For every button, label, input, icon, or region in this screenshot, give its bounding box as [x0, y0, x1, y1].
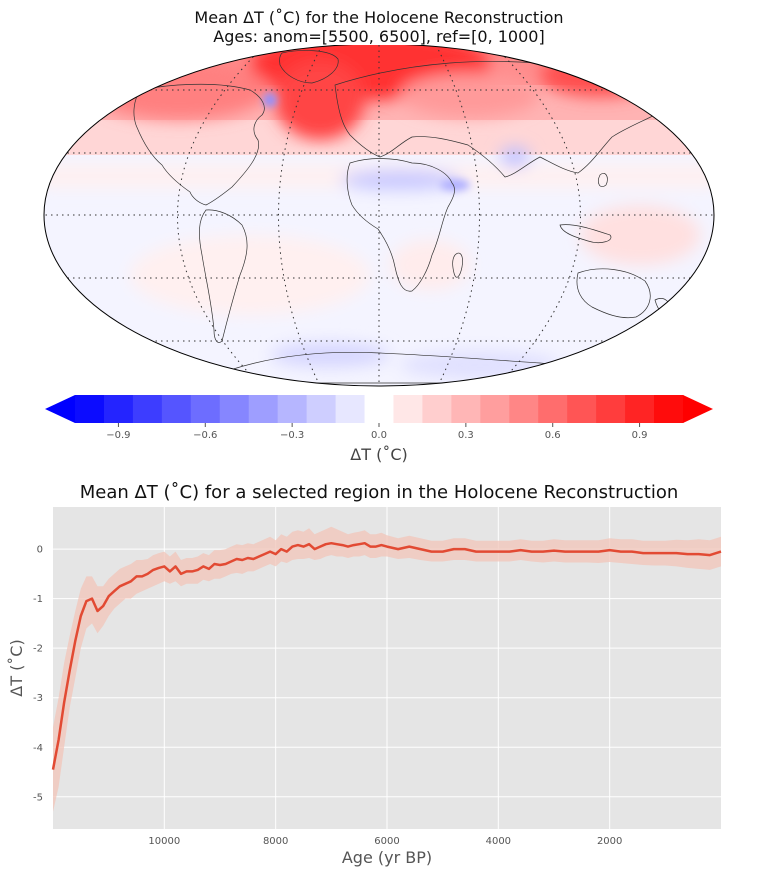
x-tick-label: 2000: [597, 836, 622, 847]
colorbar-tick-label: 0.0: [371, 430, 387, 441]
map-subtitle: Ages: anom=[5500, 6500], ref=[0, 1000]: [213, 27, 545, 46]
colorbar-bin: [132, 395, 163, 423]
colorbar-bins: [45, 395, 713, 423]
globe-outline: [43, 45, 715, 387]
colorbar-bin: [596, 395, 626, 423]
colorbar-bin: [393, 395, 423, 423]
colorbar-bin: [248, 395, 279, 423]
colorbar-bin: [190, 395, 221, 423]
colorbar-bin: [567, 395, 597, 423]
colorbar-bin: [422, 395, 452, 423]
colorbar-bin: [480, 395, 510, 423]
timeseries-chart: 10000 8000 6000 4000 2000 0 -1 -2 -3 -4 -5 Age (yr…: [7, 507, 722, 867]
uncertainty-band: [53, 526, 721, 812]
colorbar-label: ΔT (˚C): [350, 445, 408, 464]
series-line-mean: [51, 541, 722, 770]
map-field: [44, 45, 714, 386]
map-title: Mean ΔT (˚C) for the Holocene Reconstruc…: [194, 8, 564, 27]
x-tick-label: 10000: [148, 836, 180, 847]
colorbar-bin: [277, 395, 308, 423]
y-tick-label: -5: [33, 792, 43, 803]
colorbar-bin: [75, 395, 105, 423]
colorbar-bin: [509, 395, 539, 423]
colorbar-bin: [625, 395, 655, 423]
colorbar-bin: [103, 395, 134, 423]
y-axis-label: ΔT (˚C): [7, 639, 26, 696]
x-tick-label: 6000: [374, 836, 399, 847]
y-tick-label: -2: [33, 644, 43, 655]
colorbar-bin: [306, 395, 337, 423]
colorbar-extend-low: [45, 395, 75, 423]
colorbar-bin: [451, 395, 481, 423]
colorbar-extend-high: [683, 395, 713, 423]
colorbar: −0.9 −0.6 −0.3 0.0 0.3 0.6 0.9: [45, 395, 713, 441]
colorbar-bin: [364, 395, 394, 423]
colorbar-bin: [335, 395, 366, 423]
y-tick-label: -3: [33, 693, 43, 704]
y-tick-label: -1: [33, 594, 43, 605]
world-map: [43, 45, 715, 387]
x-axis-label: Age (yr BP): [342, 848, 432, 867]
y-tick-label: 0: [37, 545, 43, 556]
colorbar-tick-label: −0.9: [106, 430, 130, 441]
colorbar-tick-label: 0.9: [632, 430, 648, 441]
colorbar-bin: [654, 395, 684, 423]
axis-ticks: 10000 8000 6000 4000 2000 0 -1 -2 -3 -4 -5: [33, 545, 622, 847]
colorbar-bin: [538, 395, 568, 423]
x-tick-label: 8000: [263, 836, 288, 847]
colorbar-ticks: −0.9 −0.6 −0.3 0.0 0.3 0.6 0.9: [106, 423, 648, 441]
x-tick-label: 4000: [486, 836, 511, 847]
chart-title: Mean ΔT (˚C) for a selected region in th…: [79, 482, 679, 503]
colorbar-tick-label: 0.6: [545, 430, 561, 441]
colorbar-tick-label: 0.3: [458, 430, 474, 441]
colorbar-tick-label: −0.6: [193, 430, 217, 441]
colorbar-bin: [161, 395, 192, 423]
y-tick-label: -4: [33, 743, 43, 754]
colorbar-bin: [219, 395, 250, 423]
colorbar-tick-label: −0.3: [280, 430, 304, 441]
